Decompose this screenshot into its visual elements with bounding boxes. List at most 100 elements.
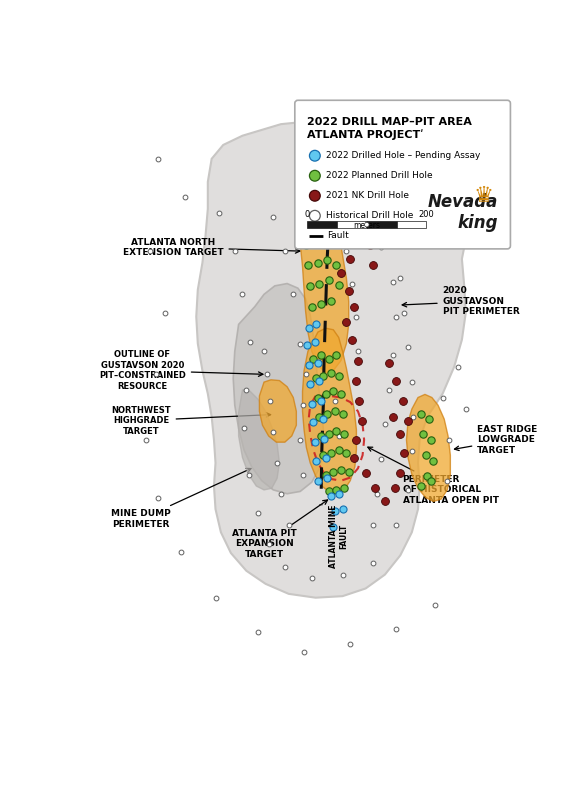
Point — [246, 335, 255, 348]
Point — [301, 368, 310, 381]
Point — [354, 345, 363, 358]
Polygon shape — [233, 284, 323, 494]
Point — [334, 279, 343, 292]
Point — [390, 482, 399, 495]
Point — [342, 316, 351, 329]
Point — [388, 348, 397, 361]
Point — [369, 518, 378, 531]
Point — [321, 468, 330, 481]
Point — [329, 520, 338, 533]
Point — [323, 408, 332, 421]
Text: 2022 Drilled Hole – Pending Assay: 2022 Drilled Hole – Pending Assay — [325, 151, 480, 160]
Point — [269, 210, 278, 223]
Point — [153, 152, 162, 165]
Point — [438, 391, 448, 404]
Point — [315, 161, 324, 174]
Point — [346, 637, 355, 650]
Point — [384, 383, 393, 396]
Point — [429, 454, 438, 467]
Point — [327, 366, 336, 379]
Point — [323, 254, 332, 267]
Point — [324, 352, 333, 365]
Point — [350, 301, 359, 313]
Point — [346, 253, 355, 266]
Point — [315, 374, 324, 387]
Point — [321, 451, 330, 464]
Point — [392, 518, 401, 531]
Point — [301, 239, 310, 252]
Point — [340, 236, 349, 249]
Point — [361, 207, 370, 220]
Point — [305, 359, 314, 372]
Text: PERIMETER
OF HISTORICAL
ATLANTA OPEN PIT: PERIMETER OF HISTORICAL ATLANTA OPEN PIT — [368, 447, 499, 505]
Point — [330, 394, 339, 407]
Circle shape — [364, 222, 369, 227]
Point — [396, 467, 405, 480]
Point — [354, 354, 363, 367]
Point — [269, 426, 278, 439]
Point — [355, 394, 364, 407]
Point — [365, 239, 374, 252]
Point — [319, 369, 328, 382]
Point — [323, 471, 332, 484]
Point — [296, 433, 305, 446]
Point — [321, 194, 330, 207]
Point — [312, 454, 321, 467]
Point — [240, 422, 249, 435]
Point — [312, 318, 321, 330]
Point — [303, 339, 312, 352]
Point — [310, 335, 319, 348]
Point — [399, 446, 409, 459]
Point — [311, 372, 320, 385]
Point — [352, 433, 361, 446]
Polygon shape — [406, 394, 450, 501]
Point — [329, 215, 338, 228]
Point — [315, 411, 324, 424]
Text: 200: 200 — [419, 210, 434, 219]
Point — [180, 191, 189, 204]
Bar — [337, 221, 367, 228]
Point — [318, 412, 327, 425]
Polygon shape — [260, 380, 296, 442]
Point — [392, 310, 401, 323]
Point — [380, 418, 390, 431]
Point — [309, 146, 318, 159]
Point — [396, 428, 405, 441]
Point — [407, 376, 417, 389]
Point — [301, 200, 310, 213]
Point — [388, 411, 397, 424]
Circle shape — [309, 151, 320, 161]
Point — [357, 414, 366, 427]
Point — [327, 489, 336, 502]
Point — [332, 484, 341, 497]
Point — [276, 488, 285, 501]
Point — [316, 348, 325, 361]
Polygon shape — [303, 328, 356, 493]
Point — [347, 277, 356, 290]
Circle shape — [309, 190, 320, 201]
Point — [369, 258, 378, 271]
Point — [215, 207, 224, 220]
Point — [403, 341, 413, 354]
Polygon shape — [197, 121, 470, 598]
Point — [305, 279, 315, 292]
Point — [426, 433, 435, 446]
Point — [380, 495, 390, 508]
Point — [403, 484, 413, 497]
Point — [313, 474, 323, 487]
Point — [311, 236, 320, 249]
Point — [384, 356, 393, 369]
Bar — [367, 221, 397, 228]
Point — [340, 427, 349, 440]
Point — [453, 360, 462, 373]
Point — [336, 388, 346, 401]
Point — [176, 545, 186, 558]
Point — [417, 480, 426, 492]
Point — [338, 568, 347, 581]
Point — [423, 470, 432, 483]
Point — [461, 403, 470, 416]
Point — [296, 337, 305, 350]
Point — [298, 399, 307, 411]
Point — [361, 467, 370, 480]
Point — [417, 408, 426, 421]
